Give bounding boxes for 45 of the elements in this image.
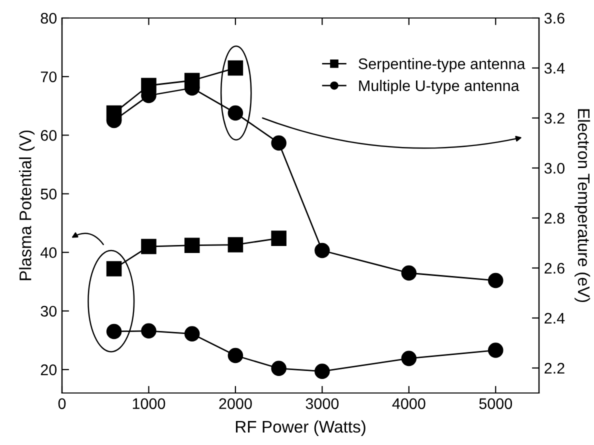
point [106, 324, 122, 340]
legend-label: Serpentine-type antenna [358, 58, 526, 72]
point [228, 348, 244, 364]
point [228, 60, 244, 76]
y2-axis-title: Electron Temperature (eV) [574, 109, 590, 302]
x-tick-label: 4000 [392, 398, 426, 410]
y2-tick-label: 3.0 [544, 162, 564, 174]
y-tick-label: 20 [40, 364, 57, 376]
y2-tick-label: 2.4 [544, 312, 565, 324]
point [106, 261, 122, 276]
y-axis-title: Plasma Potential (V) [19, 130, 35, 280]
y-tick-label: 80 [40, 12, 57, 24]
point [271, 230, 286, 246]
point [488, 272, 504, 288]
y2-tick-label: 2.6 [544, 262, 564, 274]
point [184, 326, 200, 342]
legend-label: Multiple U-type antenna [359, 80, 520, 94]
y2-tick-label: 3.4 [544, 62, 565, 74]
x-tick-label: 5000 [479, 398, 512, 410]
x-tick-label: 1000 [132, 398, 166, 410]
x-tick-label: 0 [58, 398, 66, 410]
y-tick-label: 30 [40, 306, 57, 317]
point [271, 135, 286, 151]
y-tick-label: 50 [40, 188, 57, 200]
x-axis-title: RF Power (Watts) [236, 420, 366, 436]
point [314, 364, 330, 379]
x-tick-label: 2000 [219, 398, 252, 410]
point [271, 360, 286, 376]
y2-tick-label: 2.2 [544, 362, 564, 374]
y-tick-label: 40 [40, 247, 57, 258]
x-tick-label: 3000 [306, 398, 339, 410]
point [401, 350, 417, 366]
y-tick-label: 60 [40, 130, 57, 141]
point [488, 342, 504, 358]
point [401, 265, 417, 281]
y2-tick-label: 3.2 [544, 112, 564, 124]
point [184, 238, 200, 253]
point [228, 105, 244, 121]
point [314, 242, 330, 258]
point [141, 238, 156, 254]
point [228, 237, 244, 252]
y2-tick-label: 3.6 [544, 12, 564, 24]
y-tick-label: 70 [40, 71, 57, 82]
y2-tick-label: 2.8 [544, 212, 564, 224]
point [141, 323, 156, 339]
